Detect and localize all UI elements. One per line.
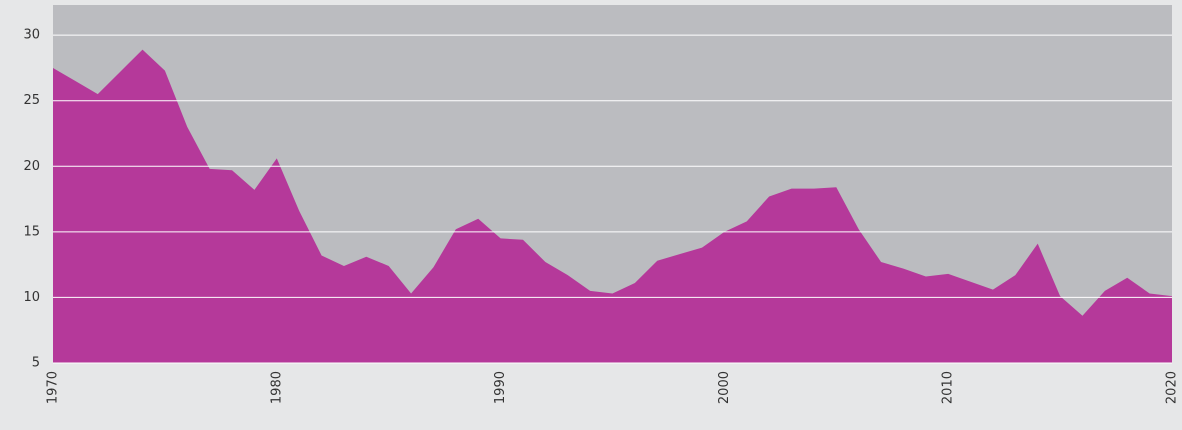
y-tick-label: 25 <box>23 93 40 108</box>
x-tick-label: 1990 <box>493 371 508 404</box>
area <box>53 49 1172 363</box>
y-tick-label: 5 <box>32 356 40 371</box>
x-tick-label: 2020 <box>1165 371 1180 404</box>
y-tick-label: 15 <box>23 224 40 239</box>
x-tick-label: 1970 <box>46 371 61 404</box>
y-tick-label: 10 <box>23 290 40 305</box>
y-tick-label: 30 <box>23 28 40 43</box>
x-tick-label: 2000 <box>717 371 732 404</box>
x-tick-label: 1980 <box>269 371 284 404</box>
y-tick-label: 20 <box>23 159 40 174</box>
x-tick-label: 2010 <box>941 371 956 404</box>
